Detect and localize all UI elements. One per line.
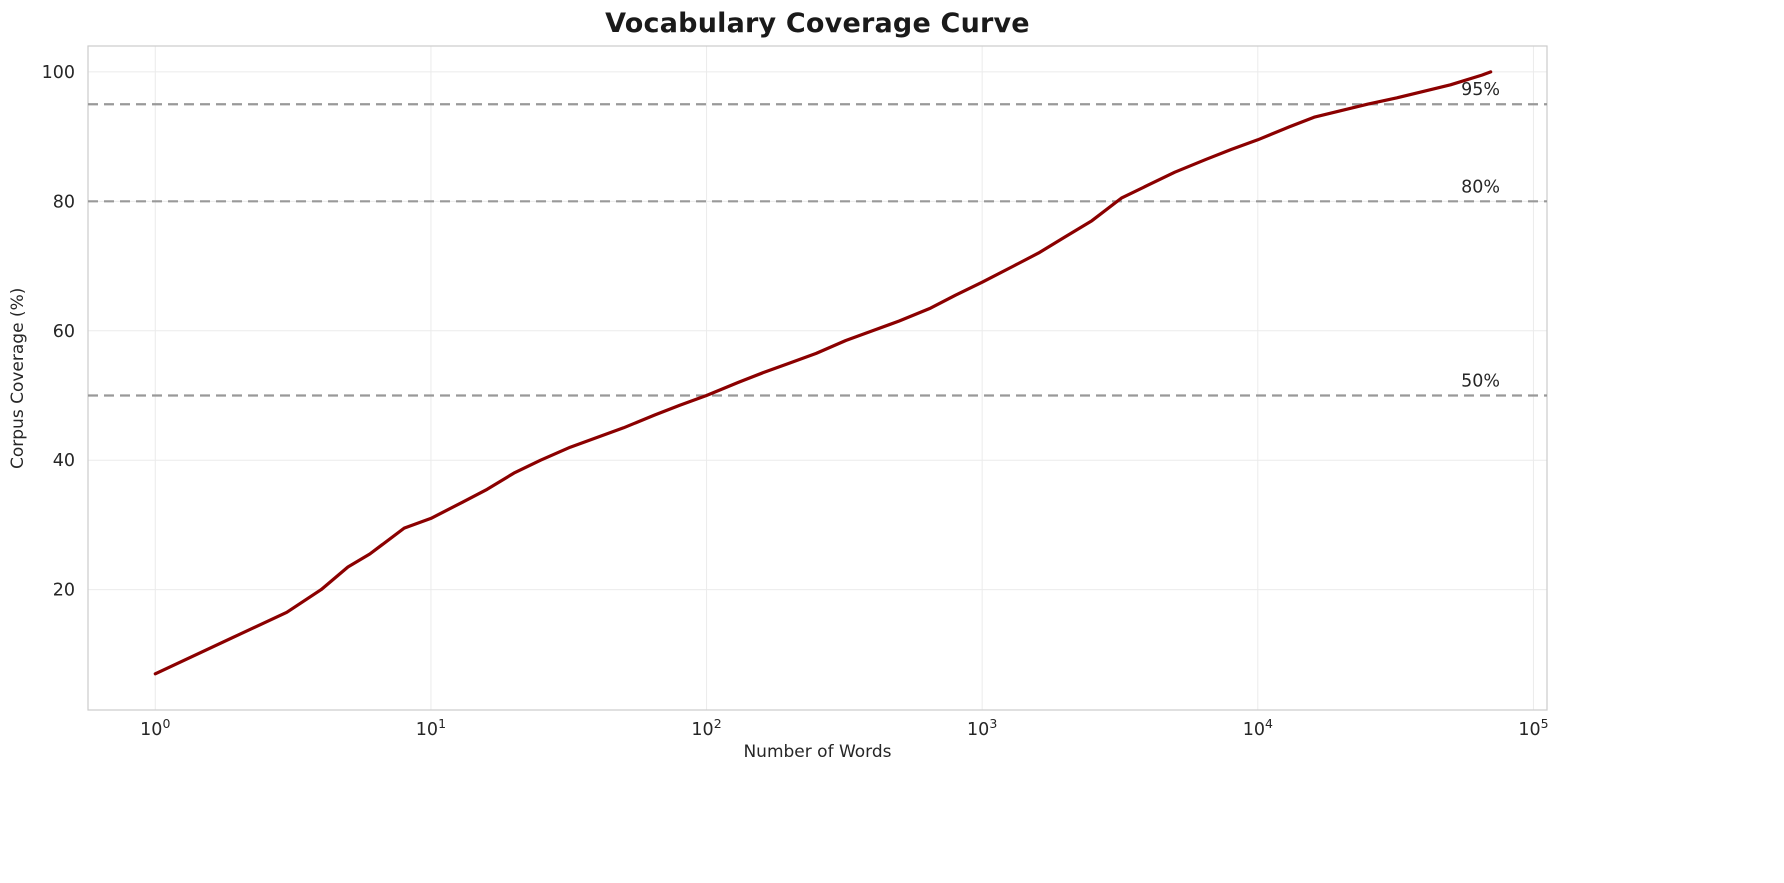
y-tick-label: 60 xyxy=(53,322,75,342)
y-tick-label: 80 xyxy=(53,192,75,212)
y-tick-label: 20 xyxy=(53,581,75,601)
reference-line-label-95: 95% xyxy=(1461,80,1500,100)
plot-background xyxy=(88,46,1547,710)
x-tick-label: 103 xyxy=(967,716,997,740)
chart-title: Vocabulary Coverage Curve xyxy=(605,8,1030,39)
reference-line-label-80: 80% xyxy=(1461,177,1500,197)
x-tick-label: 104 xyxy=(1243,716,1273,740)
x-tick-label: 101 xyxy=(416,716,446,740)
x-tick-label: 102 xyxy=(691,716,721,740)
x-tick-label: 105 xyxy=(1518,716,1548,740)
x-axis-label: Number of Words xyxy=(743,742,892,762)
y-tick-label: 40 xyxy=(53,451,75,471)
coverage-curve xyxy=(153,70,1493,676)
y-tick-label: 100 xyxy=(42,63,75,83)
reference-line-label-50: 50% xyxy=(1461,371,1500,391)
x-tick-label: 100 xyxy=(140,716,170,740)
plot-border xyxy=(87,45,1548,711)
